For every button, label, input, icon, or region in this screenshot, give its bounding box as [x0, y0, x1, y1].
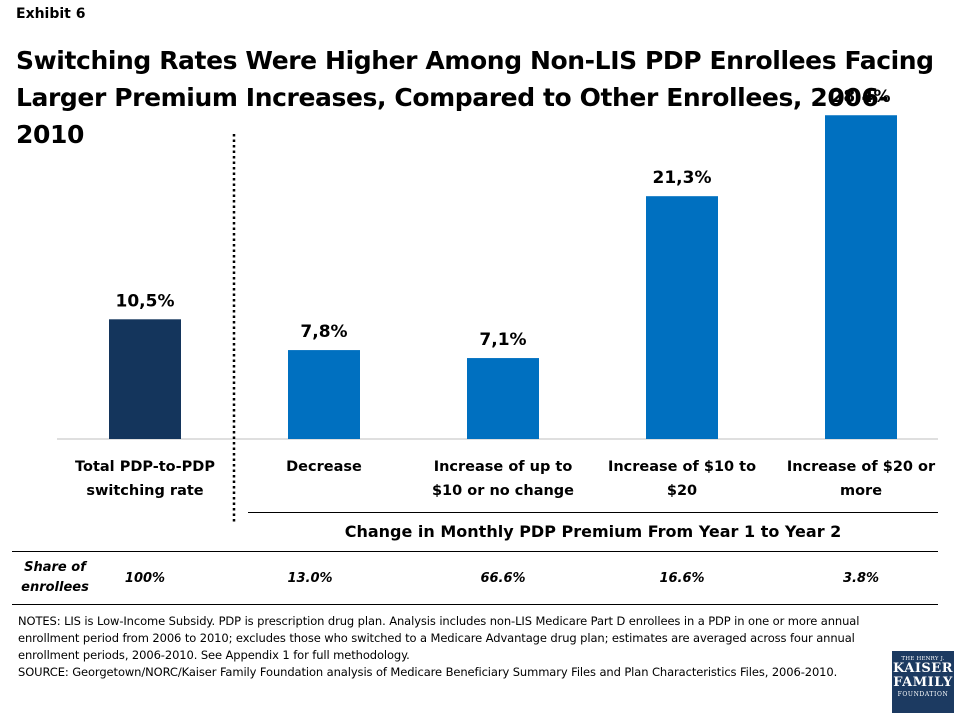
share-value: 66.6% [480, 571, 526, 586]
data-label: 10,5% [116, 291, 175, 311]
category-label-line: Increase of $10 to [607, 459, 757, 475]
share-bottom-rule [12, 604, 938, 605]
bar [109, 319, 181, 439]
category-label-line: Decrease [286, 459, 362, 475]
footnotes: NOTES: LIS is Low-Income Subsidy. PDP is… [18, 613, 866, 681]
share-value: 16.6% [659, 571, 705, 586]
kff-logo: THE HENRY J. KAISER FAMILY FOUNDATION [892, 651, 954, 713]
exhibit-label: Exhibit 6 [16, 6, 86, 22]
data-label: 7,8% [300, 322, 347, 342]
data-label: 28,4% [832, 87, 891, 107]
logo-line4: FOUNDATION [897, 691, 949, 698]
category-label-line: more [839, 483, 883, 499]
category-label: Decrease [238, 455, 410, 479]
notes-text: NOTES: LIS is Low-Income Subsidy. PDP is… [18, 614, 860, 662]
category-label-line: Increase of up to [433, 459, 573, 475]
category-label: Increase of $10 to $20 [596, 455, 768, 503]
chart-title: Switching Rates Were Higher Among Non-LI… [16, 46, 934, 149]
share-value: 13.0% [287, 571, 333, 586]
data-label: 7,1% [479, 330, 526, 350]
category-label-line: $10 or no change [431, 483, 575, 499]
category-label-line: switching rate [86, 483, 204, 499]
logo-line1: THE HENRY J. [901, 656, 945, 662]
bar [825, 115, 897, 440]
category-label-line: Increase of $20 or [786, 459, 936, 475]
bar [288, 350, 360, 439]
subhead-top-rule [248, 512, 938, 513]
share-top-rule [12, 551, 938, 552]
category-label: Total PDP-to-PDP switching rate [59, 455, 231, 503]
category-label: Increase of up to $10 or no change [417, 455, 589, 503]
share-value: 100% [124, 571, 166, 586]
logo-line3: FAMILY [893, 675, 953, 690]
category-label: Increase of $20 or more [775, 455, 947, 503]
share-label-line2: enrollees [21, 580, 89, 595]
category-label-line: Total PDP-to-PDP [75, 459, 215, 475]
logo-line2: KAISER [892, 661, 954, 676]
bar [646, 196, 718, 439]
category-label-line: $20 [666, 483, 698, 499]
bar [467, 358, 539, 439]
share-row-label: Share of enrollees [10, 558, 100, 598]
source-text: SOURCE: Georgetown/NORC/Kaiser Family Fo… [18, 665, 838, 679]
share-value: 3.8% [842, 571, 880, 586]
x-axis-title: Change in Monthly PDP Premium From Year … [344, 522, 842, 541]
share-label-line1: Share of [24, 560, 86, 575]
data-label: 21,3% [653, 168, 712, 188]
